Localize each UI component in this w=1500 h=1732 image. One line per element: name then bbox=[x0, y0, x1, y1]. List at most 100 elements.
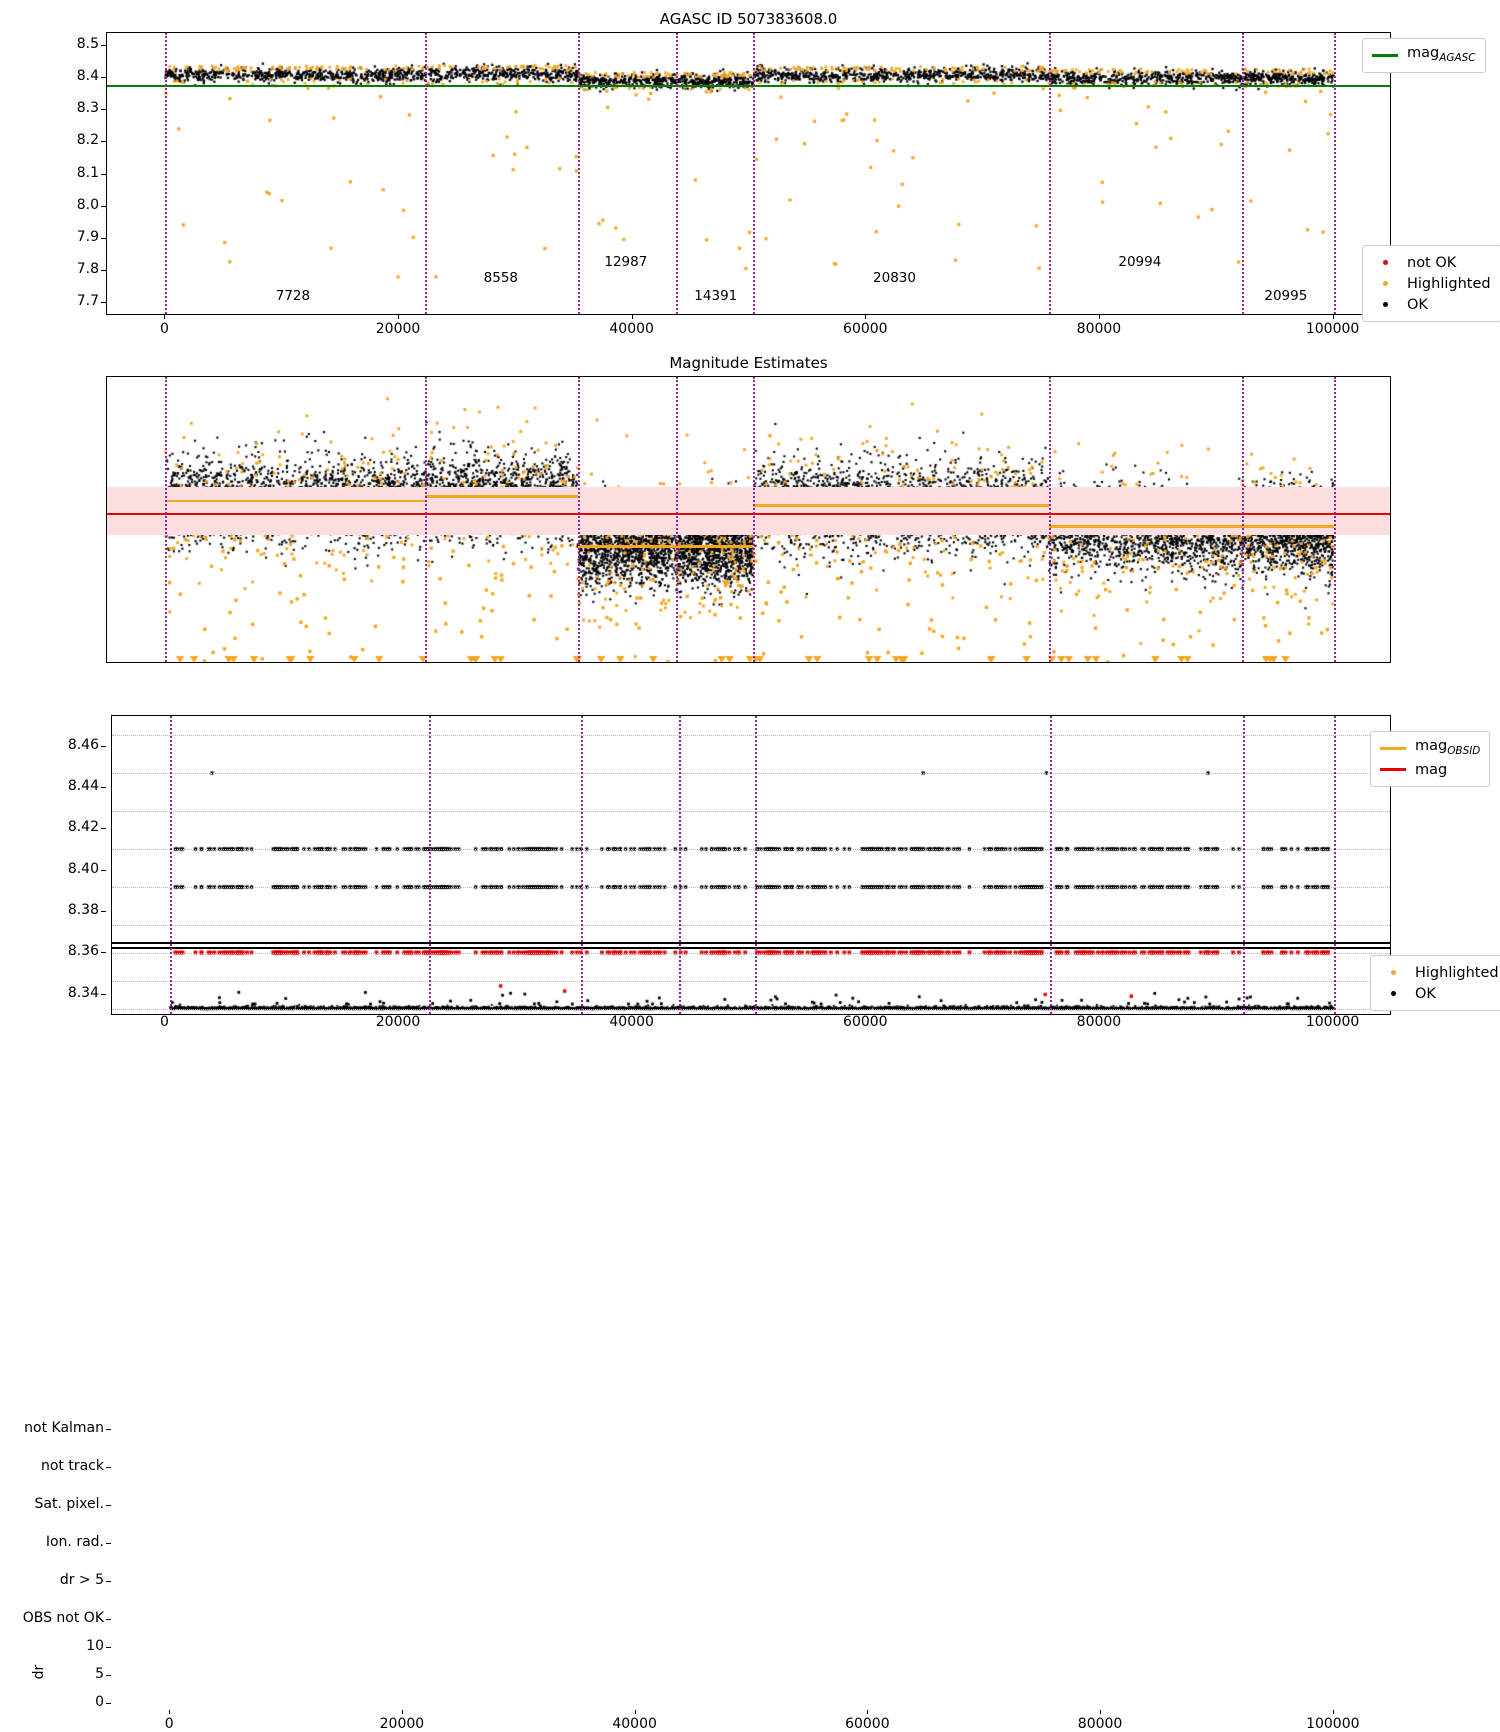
ytick-label-8.2: 8.2 bbox=[76, 132, 99, 149]
legend-label-mag-obsid: magOBSID bbox=[1415, 738, 1481, 757]
obsid-divider-20994 bbox=[1049, 716, 1052, 942]
axes-panel3-flags bbox=[111, 715, 1391, 943]
dr-tick-5 bbox=[106, 1674, 111, 1676]
xtick-label-60000: 60000 bbox=[845, 1716, 890, 1732]
obsid-divider-14391 bbox=[675, 33, 678, 314]
ytick-mark bbox=[101, 269, 106, 271]
mag-obsid-segment-20995 bbox=[1242, 525, 1334, 528]
panel-magnitude-zoom: Magnitude Estimates 8.34 8.36 8.38 8.40 8.42… bbox=[0, 345, 1500, 1030]
gridline-not-track bbox=[112, 773, 1390, 774]
xtick-mark bbox=[865, 315, 867, 319]
ytick-label-8.0: 8.0 bbox=[76, 196, 99, 213]
dr-tick-10 bbox=[106, 1646, 111, 1648]
legend-panel1-bottom: not OK Highlighted OK bbox=[1362, 245, 1500, 322]
dr-tick-label-0: 0 bbox=[95, 1694, 104, 1711]
xtick-label-40000: 40000 bbox=[609, 1014, 654, 1030]
line-swatch-icon bbox=[1372, 46, 1398, 66]
legend-label-ok: OK bbox=[1407, 296, 1428, 313]
flag-row-label-dr-5: dr > 5 bbox=[59, 1572, 104, 1588]
xtick-label-40000: 40000 bbox=[612, 1716, 657, 1732]
mag-obsid-segment-12987 bbox=[577, 545, 676, 548]
obsid-divider-14391 bbox=[675, 377, 678, 662]
legend-panel2-bottom: Highlighted OK bbox=[1370, 955, 1500, 1011]
xtick-label-80000: 80000 bbox=[1077, 1716, 1123, 1732]
xtick-mark bbox=[867, 1710, 869, 1714]
obsid-divider-14391 bbox=[678, 716, 681, 942]
ytick-label-8.4: 8.4 bbox=[76, 68, 99, 85]
mag-obsid-segment-14391 bbox=[675, 545, 753, 548]
mag-line bbox=[107, 513, 1390, 516]
obsid-label-7728: 7728 bbox=[275, 288, 311, 304]
gridline-obs-not-ok bbox=[112, 925, 1390, 926]
flag-row-label-obs-not-ok: OBS not OK bbox=[22, 1610, 104, 1626]
ytick-mark bbox=[101, 828, 106, 830]
obsid-divider-20830 bbox=[755, 716, 758, 942]
obsid-divider-8558 bbox=[428, 716, 431, 942]
obsid-divider-8558 bbox=[428, 944, 431, 1014]
flagrow-tick bbox=[106, 1581, 111, 1582]
axes-panel2 bbox=[106, 376, 1391, 663]
xtick-label-0: 0 bbox=[159, 1014, 169, 1030]
obsid-label-12987: 12987 bbox=[604, 254, 648, 270]
obsid-divider-end bbox=[1333, 716, 1336, 942]
panel-flags: not Kalman not track Sat. pixel. Ion. rad. d… bbox=[0, 695, 1500, 1732]
dot-swatch-icon bbox=[1380, 984, 1406, 1004]
line-swatch-icon bbox=[1380, 760, 1406, 780]
obsid-divider-20830 bbox=[755, 944, 758, 1014]
axes-panel1 bbox=[106, 32, 1391, 315]
dr-gridline-5 bbox=[112, 980, 1390, 982]
legend-panel1-top: magAGASC bbox=[1362, 38, 1486, 73]
xtick-label-20000: 20000 bbox=[375, 1014, 421, 1030]
xtick-mark bbox=[1332, 315, 1334, 319]
obsid-divider-8558 bbox=[424, 33, 427, 314]
obsid-divider-14391 bbox=[678, 944, 681, 1014]
page-title: AGASC ID 507383608.0 bbox=[659, 10, 838, 28]
axes-panel3-dr bbox=[111, 943, 1391, 1015]
ytick-mark bbox=[101, 993, 106, 995]
panel2-title: Magnitude Estimates bbox=[669, 354, 828, 372]
ytick-mark bbox=[101, 952, 106, 954]
legend-item-mag-obsid: magOBSID bbox=[1380, 738, 1480, 759]
xtick-label-100000: 100000 bbox=[1306, 1716, 1360, 1732]
obsid-divider-20995 bbox=[1243, 716, 1246, 942]
obsid-divider-8558 bbox=[424, 377, 427, 662]
line-swatch-icon bbox=[1380, 739, 1406, 759]
ytick-label-7.8: 7.8 bbox=[76, 260, 99, 277]
obsid-divider-12987 bbox=[580, 944, 583, 1014]
xtick-label-20000: 20000 bbox=[375, 321, 421, 337]
flagrow-tick bbox=[106, 1543, 111, 1544]
ytick-mark bbox=[101, 109, 106, 111]
mag-agasc-line bbox=[107, 84, 1390, 87]
xtick-mark bbox=[631, 315, 633, 319]
obsid-divider-12987 bbox=[577, 33, 580, 314]
dot-swatch-icon bbox=[1380, 963, 1406, 983]
xtick-label-0: 0 bbox=[159, 321, 169, 337]
dr-gridline-0 bbox=[112, 1009, 1390, 1011]
ytick-mark bbox=[101, 910, 106, 912]
obsid-label-20994: 20994 bbox=[1118, 254, 1162, 270]
panel-magnitude-wide: AGASC ID 507383608.0 7.7 7.8 7.9 8.0 8.1 8.2 8… bbox=[0, 0, 1500, 345]
ytick-label-7.9: 7.9 bbox=[76, 228, 99, 245]
dr-axis-label: dr bbox=[31, 1664, 47, 1680]
flag-row-label-ion-rad-: Ion. rad. bbox=[45, 1534, 104, 1550]
ytick-mark bbox=[101, 173, 106, 175]
obsid-label-14391: 14391 bbox=[694, 288, 738, 304]
obsid-divider-20830 bbox=[753, 33, 755, 314]
obsid-label-8558: 8558 bbox=[483, 270, 519, 286]
dr-tick-label-10: 10 bbox=[86, 1637, 104, 1654]
xtick-mark bbox=[1100, 1710, 1102, 1714]
obsid-divider-7728 bbox=[170, 716, 173, 942]
flagrow-tick bbox=[106, 1467, 111, 1468]
obsid-divider-20994 bbox=[1048, 377, 1051, 662]
flagrow-tick bbox=[106, 1429, 111, 1430]
obsid-label-20830: 20830 bbox=[873, 270, 916, 286]
legend-item-ok: OK bbox=[1372, 294, 1491, 315]
legend-item-not-ok: not OK bbox=[1372, 252, 1491, 273]
obsid-divider-end bbox=[1333, 33, 1336, 314]
obsid-divider-20994 bbox=[1049, 944, 1052, 1014]
xtick-label-60000: 60000 bbox=[843, 321, 888, 337]
gridline-dr-5 bbox=[112, 887, 1390, 888]
xtick-mark bbox=[634, 1710, 636, 1714]
dot-swatch-icon bbox=[1372, 295, 1398, 315]
